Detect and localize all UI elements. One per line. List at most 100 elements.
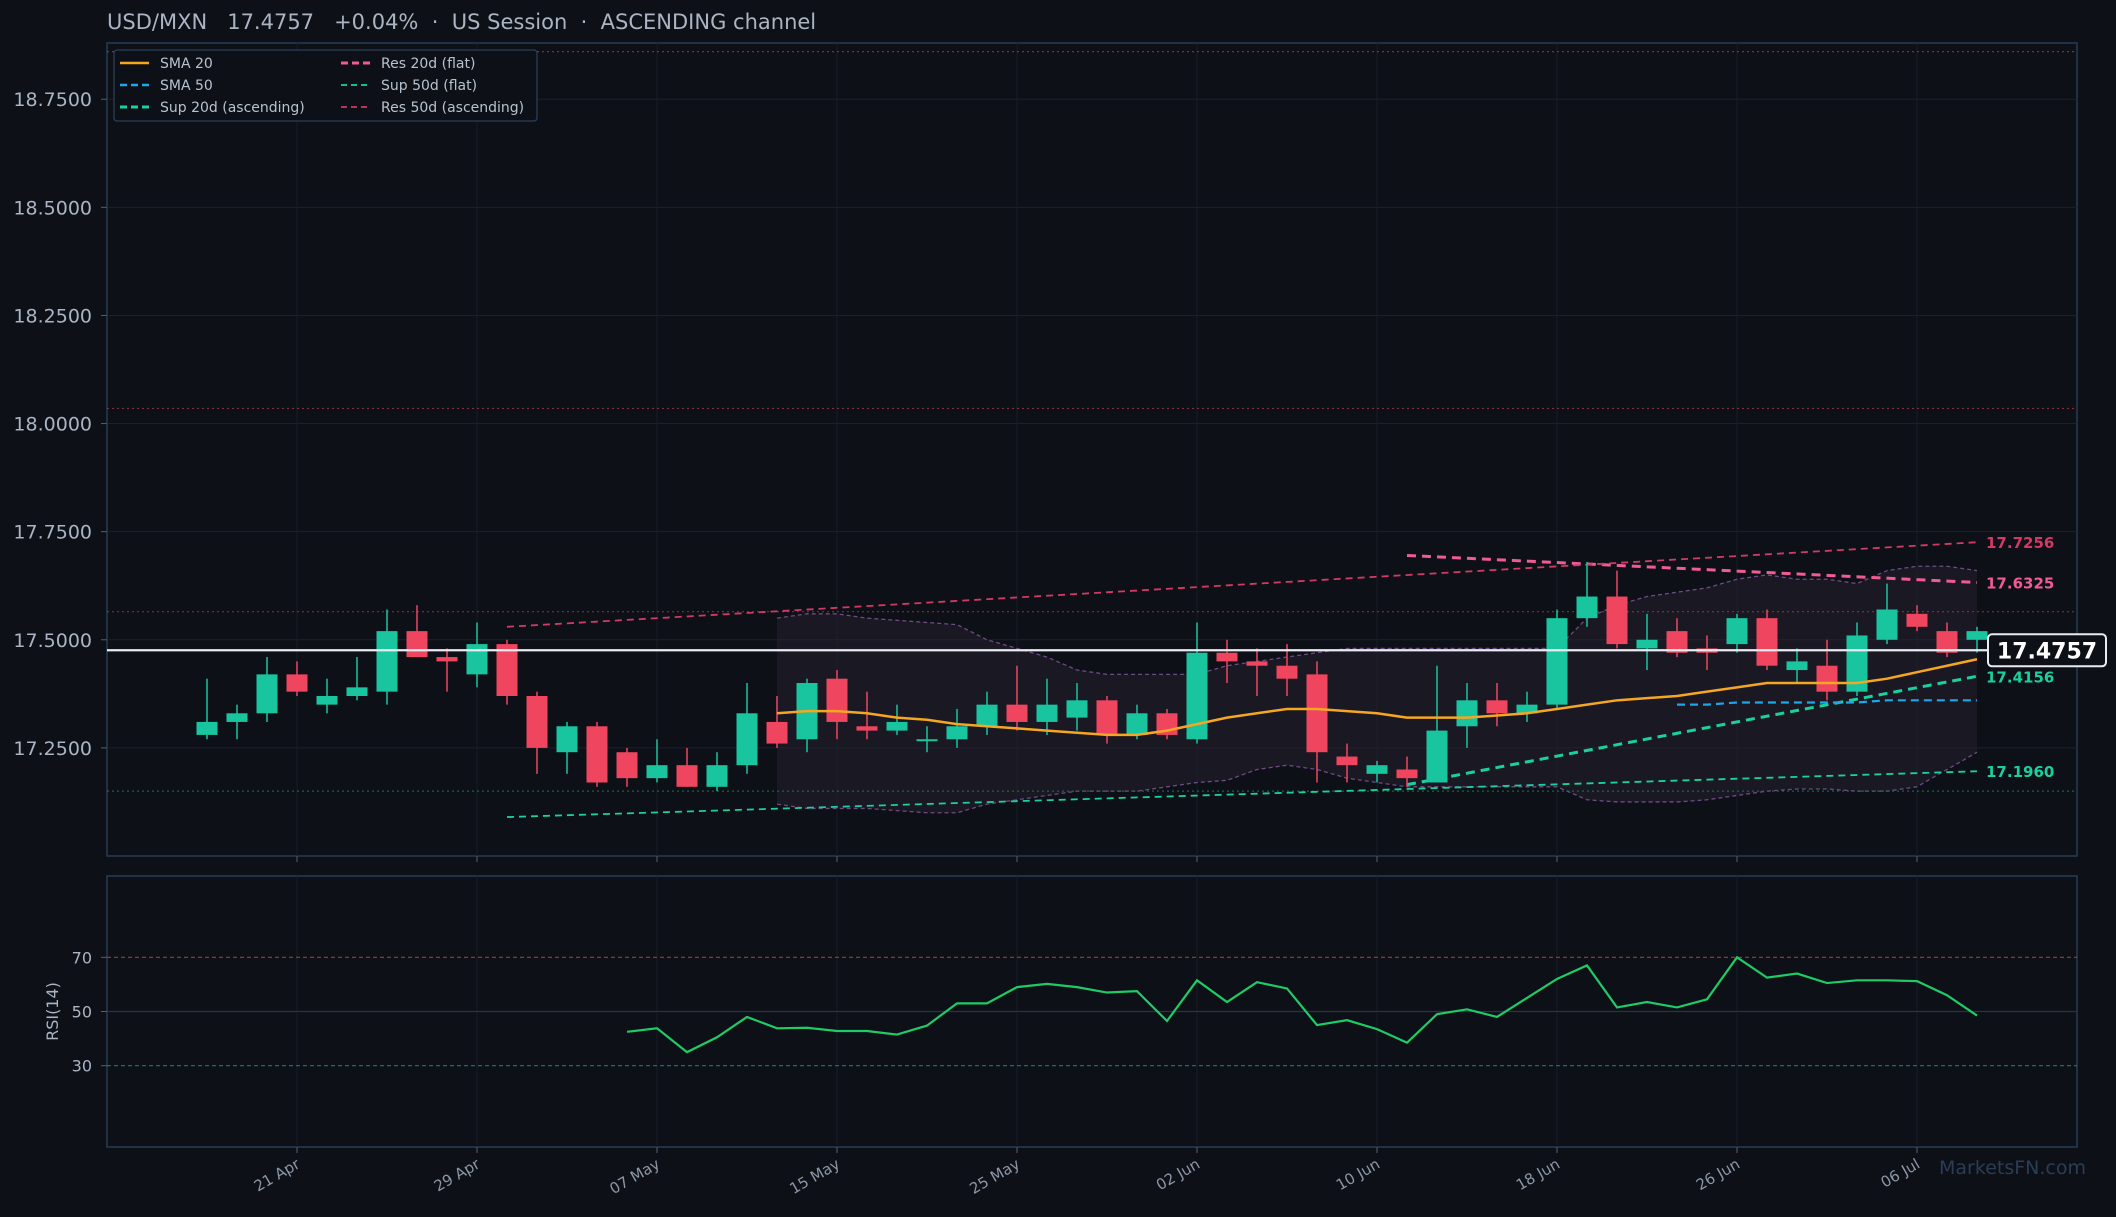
rsi-axis-label: RSI(14) [43, 982, 62, 1041]
candle-body [1966, 631, 1988, 640]
y-tick-label: 17.7500 [13, 522, 92, 544]
candle-body [1126, 713, 1148, 735]
candle-body [346, 687, 368, 696]
candle-body [316, 695, 338, 705]
candle-body [376, 631, 398, 692]
rsi-series: 30 50 70 RSI(14) [43, 948, 2077, 1076]
change-label: +0.04% [334, 10, 419, 34]
candle-body [976, 704, 998, 727]
candle-body [436, 657, 458, 662]
candle-body [1906, 613, 1928, 627]
y-tick-label: 17.5000 [13, 630, 92, 652]
candle-body [1576, 596, 1598, 619]
x-tick-label: 07 May [606, 1155, 663, 1198]
bollinger-upper [776, 565, 1978, 676]
candle-body [1606, 596, 1628, 645]
sma50-line [1677, 699, 1977, 706]
channel-line [1406, 674, 1978, 787]
candle-body [1276, 665, 1298, 679]
candle-body [1636, 639, 1658, 649]
candle-body [526, 695, 548, 748]
channel-line [1406, 553, 1978, 584]
level-label: 17.1960 [1986, 763, 2054, 781]
legend-entry: SMA 50 [160, 78, 213, 94]
candle-body [1876, 609, 1898, 640]
candle-body [826, 678, 848, 722]
y-tick-label: 18.2500 [13, 305, 92, 327]
candle-body [706, 765, 728, 787]
rsi-line [626, 955, 1978, 1054]
x-tick-label: 18 Jun [1513, 1155, 1563, 1194]
channel-label: ASCENDING channel [600, 10, 817, 34]
x-tick-label: 06 Jul [1878, 1155, 1923, 1192]
candle-body [1666, 631, 1688, 653]
x-tick-label: 29 Apr [431, 1154, 484, 1195]
candle-body [1066, 700, 1088, 718]
candle-body [1546, 618, 1568, 705]
candle-body [1456, 700, 1478, 727]
candle-body [286, 674, 308, 692]
candle-body [496, 644, 518, 696]
candle-body [226, 713, 248, 722]
candle-body [1936, 631, 1958, 653]
level-label: 17.7256 [1986, 534, 2054, 552]
symbol-label: USD/MXN [107, 10, 208, 34]
x-tick-label: 02 Jun [1153, 1155, 1203, 1194]
legend-entry: Sup 50d (flat) [381, 78, 477, 94]
candle-body [466, 644, 488, 675]
y-axis: 17.2500 17.5000 17.7500 18.0000 18.2500 18.50… [13, 89, 107, 760]
candle-body [916, 739, 938, 742]
candle-body [1096, 700, 1118, 735]
legend-entry: Res 50d (ascending) [381, 100, 524, 116]
horizontal-levels [107, 51, 2077, 792]
candle-body [406, 631, 428, 658]
y-tick-label: 18.5000 [13, 197, 92, 219]
rsi-tick-label: 50 [72, 1003, 92, 1022]
candle-body [1396, 769, 1418, 779]
x-tick-label: 15 May [786, 1155, 843, 1198]
last-price-text: 17.4757 [1997, 639, 2097, 664]
candle-body [766, 721, 788, 744]
channel-line [506, 770, 1978, 818]
candle-body [1036, 704, 1058, 722]
legend-entry: Sup 20d (ascending) [160, 100, 305, 116]
candle-body [1306, 674, 1328, 753]
candle-body [1756, 618, 1778, 666]
legend-entry: SMA 20 [160, 56, 213, 72]
legend-entry: Res 20d (flat) [381, 56, 475, 72]
candle-body [556, 726, 578, 753]
moving-averages [776, 658, 1978, 737]
candle-body [1786, 661, 1808, 671]
legend-box [113, 49, 538, 122]
chart-title: USD/MXN 17.4757 +0.04% · US Session · AS… [107, 10, 817, 34]
rsi-tick-label: 70 [72, 948, 92, 967]
price-label: 17.4757 [227, 10, 315, 34]
candle-body [646, 765, 668, 779]
level-labels: 17.4156 17.6325 17.1960 17.7256 [1986, 534, 2054, 781]
candle-body [736, 713, 758, 766]
candle-body [1366, 765, 1388, 774]
candle-body [1006, 704, 1028, 722]
sma20-line [776, 658, 1978, 737]
candle-body [1726, 618, 1748, 645]
candle-body [1216, 652, 1238, 662]
last-price-badge [1987, 633, 2107, 668]
x-tick-label: 25 May [966, 1155, 1023, 1198]
level-label: 17.6325 [1986, 574, 2054, 592]
candle-body [1336, 756, 1358, 766]
candle-body [676, 765, 698, 787]
channel-line [506, 541, 1978, 628]
candle-body [586, 726, 608, 783]
candle-body [1516, 704, 1538, 714]
session-label: US Session [451, 10, 568, 34]
y-tick-label: 18.7500 [13, 89, 92, 111]
x-tick-label: 10 Jun [1333, 1155, 1383, 1194]
candle-body [1486, 700, 1508, 714]
candle-body [256, 674, 278, 714]
candle-body [1186, 652, 1208, 740]
channel-lines [506, 541, 1978, 818]
legend: SMA 20 SMA 50 Sup 20d (ascending) Res 20d (… [113, 49, 538, 122]
x-tick-label: 21 Apr [251, 1154, 304, 1195]
last-price: 17.4757 [107, 633, 2107, 668]
